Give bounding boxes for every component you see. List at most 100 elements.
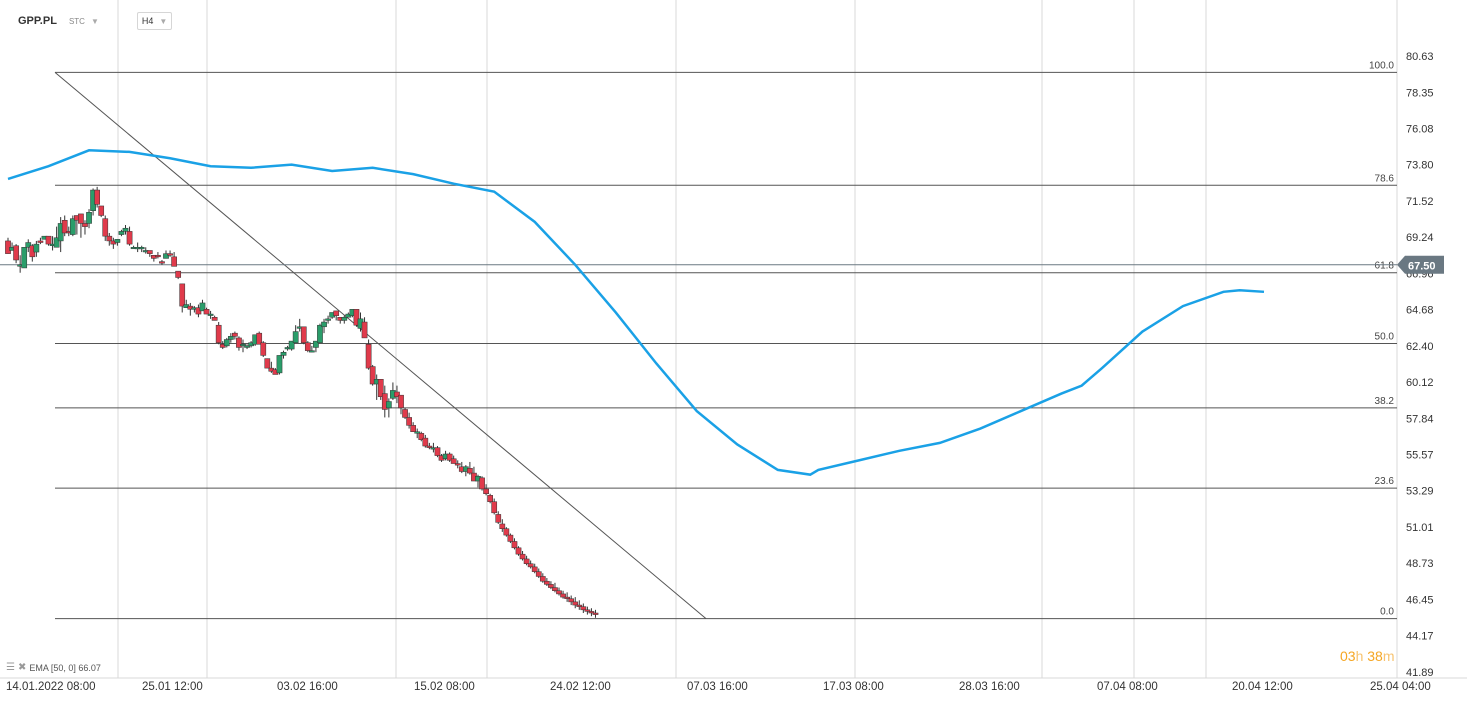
candle — [402, 407, 408, 420]
candle — [138, 245, 145, 253]
candle — [491, 498, 498, 515]
candle — [422, 434, 429, 448]
candle — [227, 333, 234, 343]
candle — [94, 186, 100, 208]
candle — [333, 310, 340, 321]
candle — [317, 323, 323, 343]
candle — [203, 307, 210, 315]
x-tick-label: 20.04 12:00 — [1232, 681, 1293, 693]
candle — [102, 215, 109, 241]
candle — [483, 484, 489, 496]
candle — [211, 315, 218, 321]
fib-level-label: 100.0 — [1369, 60, 1394, 71]
candle — [37, 237, 44, 245]
candle — [511, 538, 518, 550]
candle — [175, 270, 182, 280]
candle — [300, 326, 307, 345]
fib-level-label: 61.8 — [1375, 261, 1395, 272]
y-tick-label: 51.01 — [1406, 522, 1434, 534]
countdown-hours: 03 — [1340, 648, 1356, 664]
candle — [394, 385, 400, 404]
candle — [495, 511, 502, 524]
y-tick-label: 48.73 — [1406, 558, 1434, 570]
candle — [309, 345, 315, 353]
chart-toolbar: GPP.PL STC ▼ H4 ▼ — [18, 12, 173, 30]
fib-level-label: 0.0 — [1380, 607, 1394, 618]
candle — [434, 446, 441, 458]
x-tick-label: 25.01 12:00 — [142, 681, 203, 693]
candle-countdown: 03h 38m — [1340, 648, 1395, 664]
candle — [548, 581, 554, 590]
fib-level-label: 78.6 — [1375, 173, 1395, 184]
candle — [126, 226, 133, 246]
candle — [86, 209, 92, 229]
candle — [256, 331, 263, 345]
indicator-legend: ☰ ✖ EMA [50, 0] 66.07 — [6, 662, 101, 673]
list-icon[interactable]: ☰ — [6, 662, 15, 673]
chevron-down-icon[interactable]: ▼ — [90, 16, 99, 26]
close-icon[interactable]: ✖ — [17, 662, 27, 673]
y-tick-label: 41.89 — [1406, 667, 1434, 679]
candle — [155, 252, 161, 259]
y-tick-label: 69.24 — [1406, 232, 1434, 244]
candle — [592, 609, 599, 618]
candle — [487, 493, 493, 504]
candle — [5, 237, 11, 254]
candle — [539, 573, 546, 583]
symbol-label[interactable]: GPP.PL — [18, 15, 57, 27]
y-tick-label: 64.68 — [1406, 305, 1434, 317]
fib-level-label: 50.0 — [1375, 331, 1395, 342]
ema-line — [7, 149, 1265, 476]
y-tick-label: 80.63 — [1406, 51, 1434, 63]
candle — [576, 600, 583, 610]
candle — [552, 582, 558, 593]
candle — [580, 603, 587, 614]
countdown-hours-unit: h — [1355, 648, 1364, 664]
candle — [264, 358, 271, 369]
candle — [499, 519, 506, 532]
candle — [588, 608, 595, 617]
candle — [341, 315, 348, 324]
x-tick-label: 28.03 16:00 — [959, 681, 1020, 693]
candle — [564, 592, 570, 602]
candle — [390, 382, 396, 400]
y-tick-label: 60.12 — [1406, 377, 1434, 389]
candle — [365, 339, 372, 370]
candle — [369, 364, 376, 386]
candle — [398, 394, 404, 415]
candle — [568, 595, 575, 606]
candle — [106, 232, 113, 246]
candle — [377, 379, 384, 400]
candle — [45, 235, 52, 246]
candle — [69, 215, 76, 237]
candle — [276, 355, 283, 375]
x-tick-label: 03.02 16:00 — [277, 681, 338, 693]
candle — [244, 344, 250, 350]
timeframe-select[interactable]: H4 ▼ — [136, 12, 173, 30]
candle — [515, 546, 522, 556]
candle — [418, 431, 425, 442]
candle — [260, 341, 267, 358]
candle — [535, 568, 542, 579]
candle — [223, 337, 230, 348]
candle — [503, 527, 510, 537]
candle — [53, 226, 60, 248]
candle — [215, 322, 222, 345]
candle — [313, 340, 319, 353]
candle — [446, 452, 453, 462]
candle — [531, 563, 538, 574]
countdown-minutes-unit: m — [1382, 648, 1395, 664]
candle — [61, 215, 68, 237]
candle — [479, 476, 485, 491]
candle — [507, 533, 514, 544]
candle — [410, 422, 417, 432]
candle — [527, 560, 534, 569]
y-tick-label: 46.45 — [1406, 594, 1434, 606]
y-tick-label: 71.52 — [1406, 196, 1434, 208]
candle — [114, 239, 121, 246]
candle — [82, 220, 88, 235]
candle — [584, 606, 591, 615]
candle — [118, 229, 125, 237]
